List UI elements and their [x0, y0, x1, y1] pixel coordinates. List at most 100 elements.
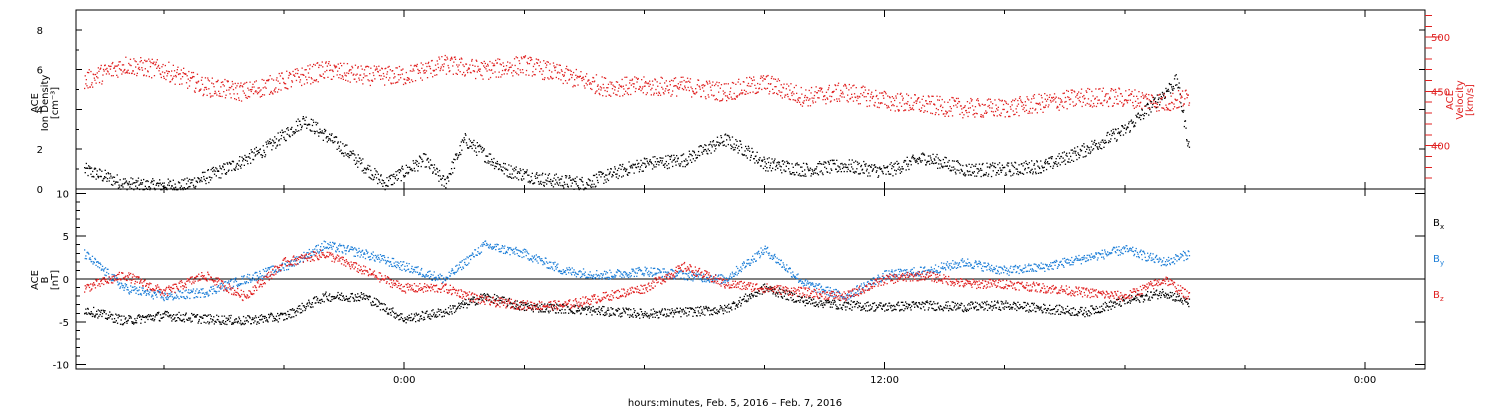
- density-series-seg-point: [781, 172, 783, 174]
- velocity-series-seg-point: [722, 90, 724, 92]
- density-axis-title-3: [cm⁻³]: [50, 87, 61, 119]
- velocity-series-seg-point: [624, 76, 626, 78]
- b-series-x-point: [315, 296, 318, 298]
- velocity-series-seg-point: [947, 101, 949, 103]
- density-series-seg-point: [832, 159, 834, 162]
- velocity-series-seg-point: [753, 79, 755, 81]
- density-series-seg-point: [132, 182, 134, 184]
- density-series-seg-point: [918, 156, 920, 159]
- b-series-x-point: [267, 321, 269, 323]
- velocity-series-seg-point: [454, 58, 457, 60]
- velocity-series-seg-point: [485, 68, 487, 70]
- velocity-series-seg-point: [1066, 89, 1068, 92]
- velocity-series-seg-point: [93, 73, 95, 76]
- b-series-x-point: [124, 318, 126, 320]
- velocity-series-seg-point: [201, 76, 203, 79]
- velocity-series-seg-point: [920, 107, 923, 109]
- density-series-seg-point: [302, 116, 304, 118]
- velocity-series-seg-point: [575, 68, 577, 71]
- velocity-series-seg-point: [436, 74, 438, 76]
- velocity-series-seg-point: [368, 80, 370, 82]
- density-series-seg-point: [400, 180, 402, 182]
- density-series-seg-point: [976, 168, 978, 170]
- density-series-seg-point: [514, 176, 516, 178]
- density-series-seg-point: [263, 149, 265, 152]
- velocity-series-seg-point: [1171, 102, 1173, 104]
- velocity-series-seg-point: [887, 95, 889, 97]
- density-series-seg-point: [1097, 147, 1099, 149]
- b-series-x-point: [179, 318, 181, 320]
- density-series-seg-point: [374, 173, 377, 176]
- density-series-seg-point: [953, 160, 955, 162]
- density-series-seg-point: [782, 160, 784, 162]
- density-series-seg-point: [1056, 163, 1058, 165]
- b-series-x-point: [108, 317, 110, 319]
- velocity-series-seg-point: [814, 91, 816, 93]
- b-series-x-point: [633, 311, 635, 314]
- b-series-x-point: [340, 294, 342, 296]
- velocity-series-seg-point: [734, 98, 736, 100]
- velocity-series-seg-point: [422, 64, 424, 66]
- velocity-series-seg-point: [133, 58, 135, 60]
- b-series-x-point: [609, 314, 612, 317]
- velocity-series-seg-point: [992, 103, 994, 105]
- density-series-seg-point: [247, 163, 249, 165]
- velocity-series-seg-point: [173, 70, 176, 72]
- velocity-series-seg-point: [842, 93, 844, 95]
- velocity-series-seg-point: [306, 79, 308, 81]
- density-series-seg-point: [1037, 165, 1039, 167]
- velocity-series-seg-point: [1063, 92, 1065, 94]
- velocity-series-seg-point: [1065, 100, 1067, 103]
- velocity-series-seg-point: [246, 97, 248, 99]
- b-series-x-point: [369, 295, 371, 297]
- density-series-seg-point: [611, 174, 614, 176]
- density-series-seg-point: [711, 146, 713, 148]
- velocity-series-seg-point: [920, 110, 922, 112]
- density-series-seg-point: [943, 162, 946, 164]
- density-series-seg-point: [352, 150, 354, 152]
- density-series-seg-point: [809, 169, 811, 171]
- density-series-seg-point: [491, 161, 493, 163]
- density-series-seg-point: [1052, 167, 1054, 169]
- density-series-seg-point: [398, 169, 400, 171]
- velocity-series-seg-point: [571, 76, 573, 79]
- density-series-seg-point: [88, 167, 90, 170]
- density-series-seg-point: [654, 161, 657, 163]
- velocity-series-seg-point: [161, 66, 163, 68]
- velocity-series-seg-point: [312, 81, 314, 84]
- velocity-series-seg-point: [483, 65, 485, 67]
- velocity-series-seg-point: [286, 70, 288, 72]
- velocity-series-seg-point: [841, 96, 843, 98]
- density-series-seg-point: [697, 150, 700, 153]
- velocity-series-seg-point: [382, 72, 385, 75]
- velocity-series-seg-point: [996, 115, 998, 117]
- b-series-x-point: [226, 319, 229, 321]
- velocity-series-seg-point: [169, 80, 172, 83]
- velocity-series-seg-point: [891, 104, 893, 107]
- b-series-x: [84, 283, 1191, 326]
- velocity-series-seg-point: [196, 73, 199, 75]
- b-series-x-point: [505, 300, 508, 302]
- velocity-series-seg-point: [1126, 100, 1128, 102]
- velocity-series-seg-point: [203, 89, 205, 91]
- velocity-series-seg-point: [543, 78, 545, 81]
- density-series-seg-point: [915, 161, 917, 163]
- velocity-series-seg-point: [937, 99, 939, 101]
- density-series-seg-point: [774, 169, 777, 171]
- b-series-x-point: [624, 312, 627, 314]
- density-series-seg-point: [890, 173, 892, 175]
- velocity-series-seg-point: [280, 89, 282, 91]
- density-series-seg-point: [439, 175, 441, 177]
- b-series-x-point: [547, 303, 549, 305]
- velocity-series-seg-point: [493, 63, 495, 65]
- b-series-x-point: [242, 322, 244, 325]
- density-series-seg-point: [568, 175, 571, 177]
- b-series-x-point: [490, 300, 493, 302]
- b-series-x-point: [197, 322, 199, 324]
- density-series-seg-point: [917, 162, 919, 165]
- velocity-series-seg-point: [1127, 99, 1129, 101]
- density-series-seg-point: [927, 160, 929, 163]
- velocity-series-seg-point: [1063, 106, 1065, 109]
- density-series-seg-point: [169, 180, 172, 183]
- density-series-seg-point: [1072, 160, 1075, 162]
